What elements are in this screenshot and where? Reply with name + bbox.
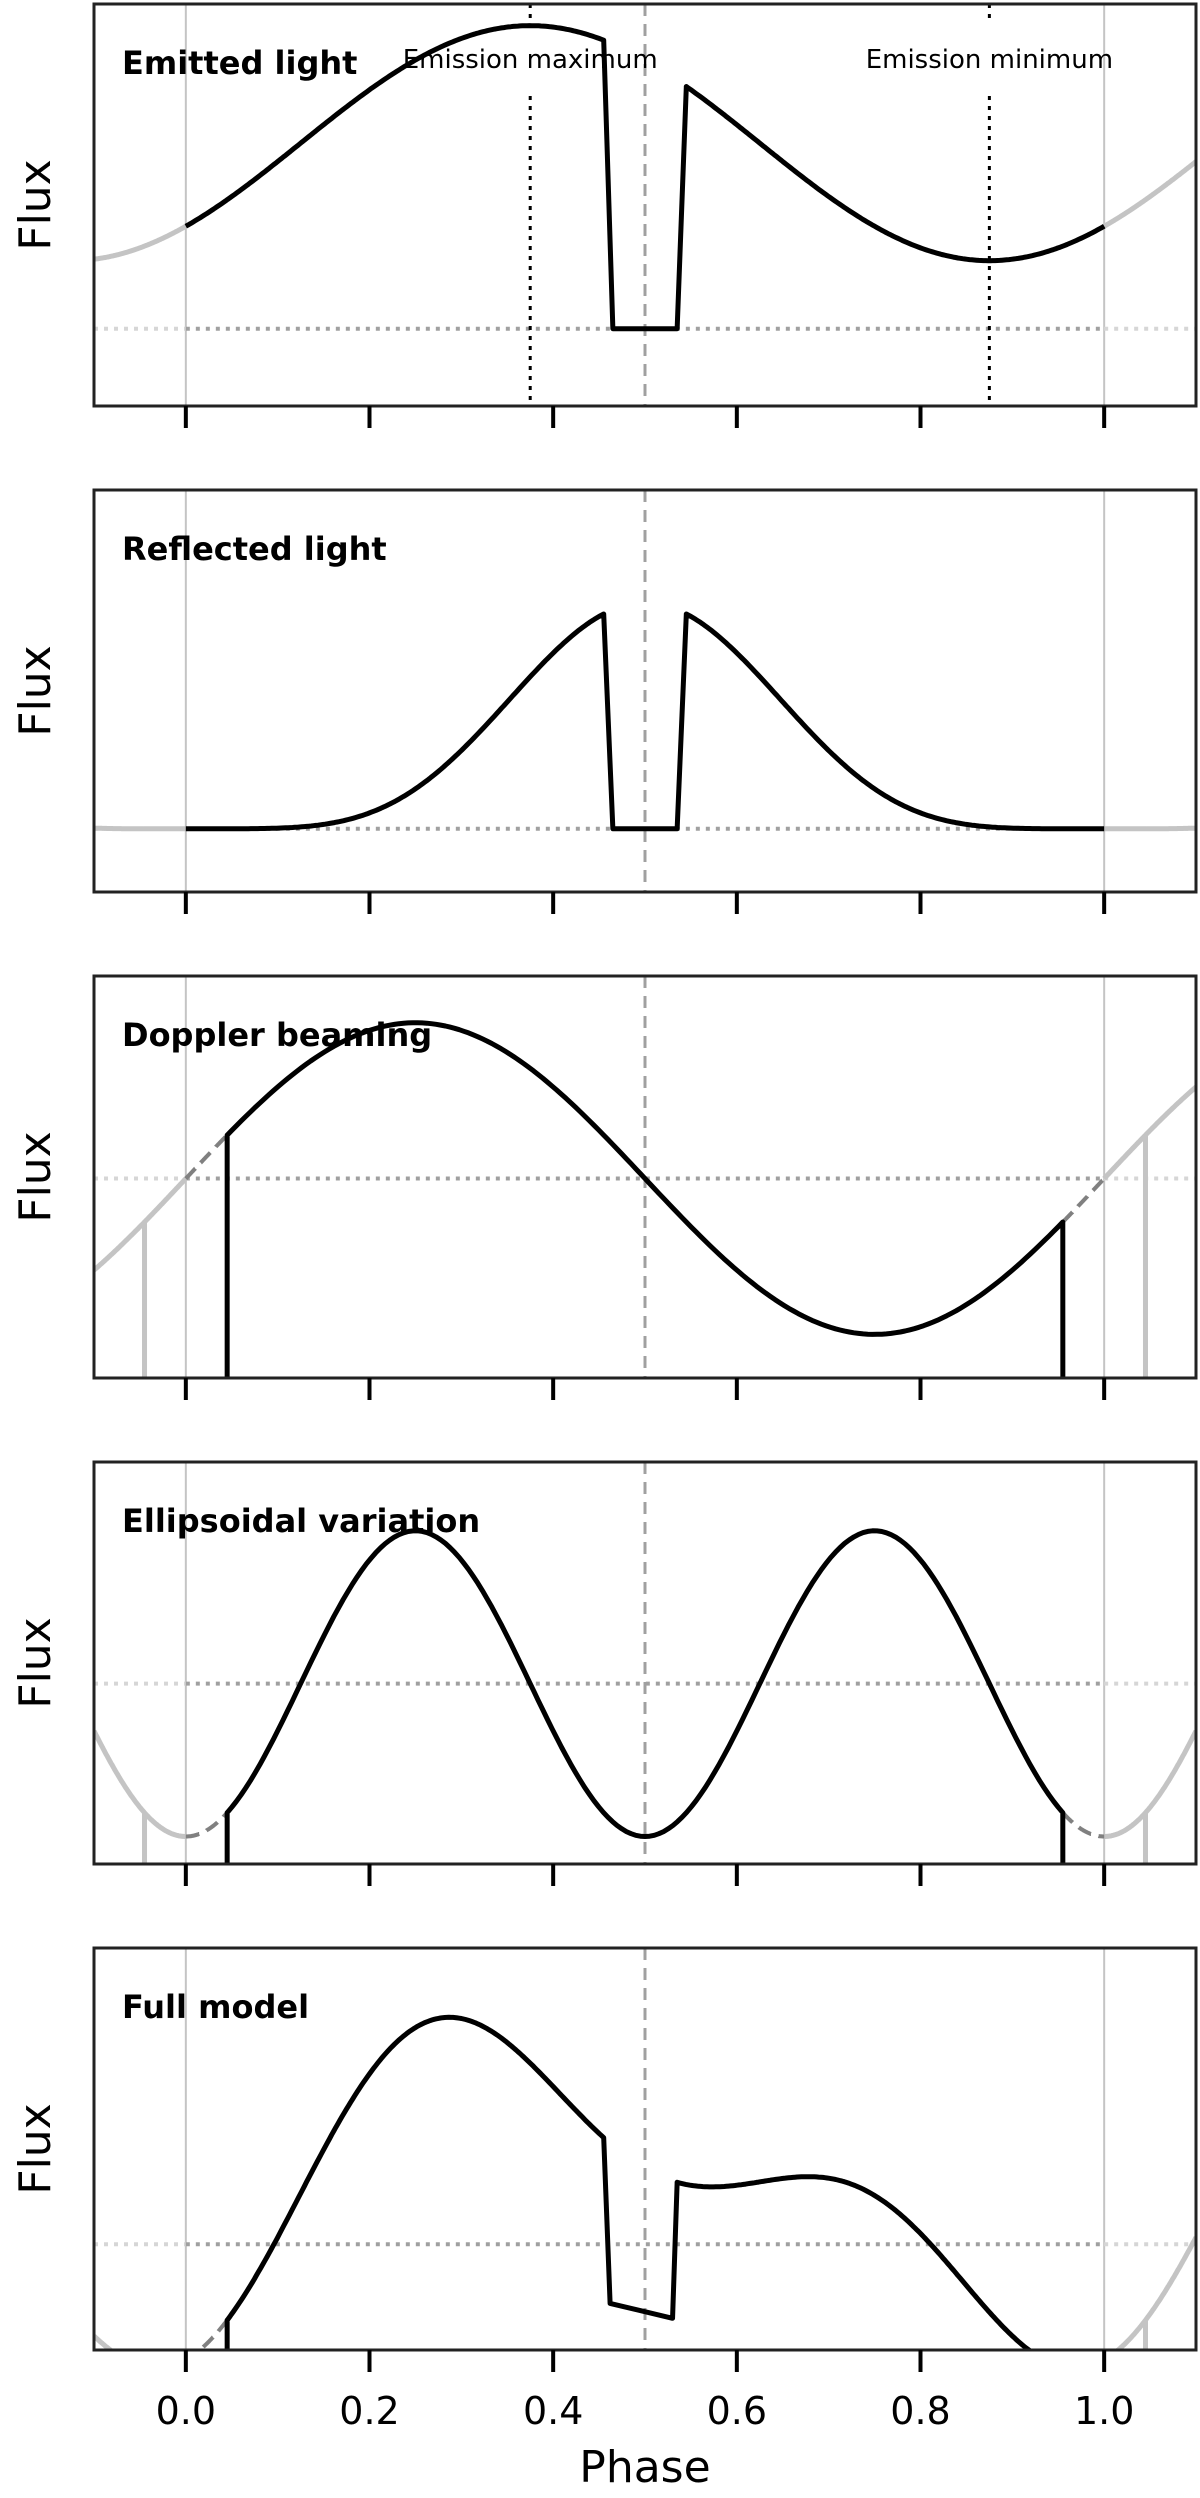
curve-extension-left (94, 2334, 115, 2350)
curve-extension-left (94, 224, 188, 262)
panel-title: Doppler beaming (122, 1016, 432, 1054)
curve-extension-left (94, 825, 186, 832)
panel-1: Emission maximum Emission minimum Emitted … (10, 2, 1198, 428)
model-curve (224, 2014, 1063, 2350)
y-axis-label: Flux (10, 645, 61, 736)
curve-dashed-egress (1061, 1176, 1106, 1224)
panel-frame (92, 1460, 1198, 1866)
x-tick-label: 0.0 (156, 2389, 216, 2433)
x-tick-label: 0.4 (523, 2389, 583, 2433)
x-tick-label: 0.6 (707, 2389, 767, 2433)
plot-area (94, 976, 1196, 1378)
curve-extension-right (1102, 1085, 1196, 1181)
x-tick-label: 0.8 (890, 2389, 950, 2433)
model-curve (184, 23, 1106, 332)
panel-frame (92, 1946, 1198, 2352)
x-tick-label: 1.0 (1074, 2389, 1134, 2433)
plot-area (94, 4, 1196, 406)
curve-dashed-egress (1063, 2360, 1104, 2368)
y-axis-label: Flux (10, 1617, 61, 1708)
plot-area (94, 1462, 1196, 1864)
plot-area (94, 1948, 1196, 2368)
plot-area (94, 490, 1196, 892)
curve-extension-left (94, 1729, 186, 1839)
y-axis-label: Flux (10, 2103, 61, 2194)
panel-frame (92, 488, 1198, 894)
curve-extension-right (1104, 825, 1196, 832)
curve-dashed-ingress (184, 1133, 229, 1181)
panel-4: Ellipsoidal variation Flux (10, 1460, 1198, 1886)
panel-2: Reflected light Flux (10, 488, 1198, 914)
curve-dashed-ingress (185, 1811, 229, 1839)
panel-frame (92, 974, 1198, 1380)
y-axis-label: Flux (10, 159, 61, 250)
panel-title: Emitted light (122, 44, 357, 82)
curve-dashed-ingress (196, 2318, 229, 2350)
curve-extension-right (1114, 2236, 1196, 2350)
curve-extension-right (1104, 1729, 1196, 1839)
model-curve (224, 1020, 1066, 1378)
curve-extension-right (1103, 159, 1196, 229)
curve-extension-left (94, 1176, 188, 1273)
curve-dashed-egress (1061, 1811, 1105, 1839)
annotation-label: Emission maximum (403, 45, 658, 75)
annotation-label: Emission minimum (866, 45, 1113, 75)
panel-title: Ellipsoidal variation (122, 1502, 480, 1540)
model-curve (224, 1528, 1066, 1864)
panel-title: Reflected light (122, 530, 387, 568)
panel-frame (92, 2, 1198, 408)
x-axis-label: Phase (579, 2442, 710, 2493)
x-tick-label: 0.2 (339, 2389, 399, 2433)
y-axis-label: Flux (10, 1131, 61, 1222)
panel-3: Doppler beaming Flux (10, 974, 1198, 1400)
panel-title: Full model (122, 1988, 309, 2026)
model-curve (185, 611, 1105, 832)
panel-5: Full model Flux (10, 1946, 1198, 2372)
